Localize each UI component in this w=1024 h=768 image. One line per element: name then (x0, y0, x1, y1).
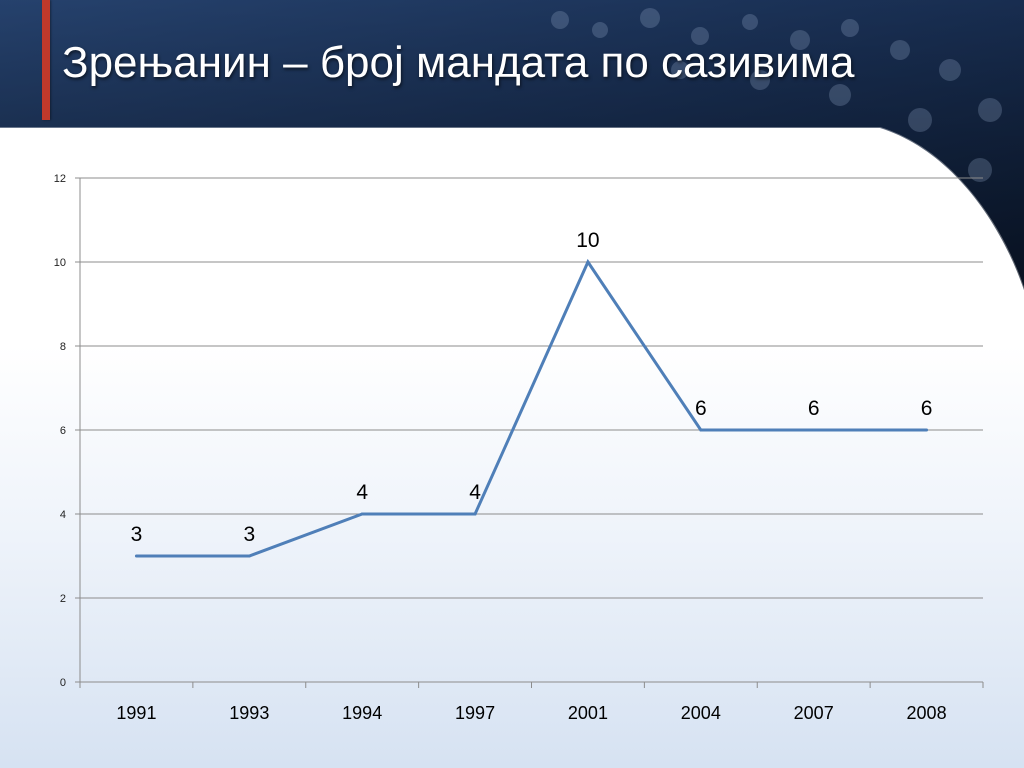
y-tick-label-2: 2 (60, 593, 66, 605)
title-accent-bar (42, 0, 50, 120)
y-axis-ticks: 0 2 4 6 8 10 12 (54, 173, 80, 689)
y-tick-label-6: 6 (60, 425, 66, 437)
y-tick-label-4: 4 (60, 509, 66, 521)
data-label-1994: 4 (356, 481, 368, 504)
y-tick-label-8: 8 (60, 341, 66, 353)
x-axis-ticks: 1991 1993 1994 1997 2001 2004 2007 2008 (79, 682, 984, 723)
y-tick-label-12: 12 (54, 173, 66, 185)
data-label-1993: 3 (243, 523, 255, 546)
header-edge-light (0, 127, 1024, 290)
data-label-1991: 3 (131, 523, 143, 546)
data-label-2001: 10 (576, 229, 599, 252)
x-tick-label-1994: 1994 (342, 703, 382, 723)
y-tick-label-10: 10 (54, 257, 66, 269)
data-labels: 3 3 4 4 10 6 6 6 (131, 229, 933, 546)
chart-series (134, 258, 929, 558)
data-label-1997: 4 (469, 481, 481, 504)
data-label-2004: 6 (695, 397, 707, 420)
x-tick-label-1993: 1993 (229, 703, 269, 723)
x-tick-label-2004: 2004 (681, 703, 721, 723)
header-shade (0, 0, 1024, 290)
data-point-1993 (247, 554, 251, 558)
y-tick-label-0: 0 (60, 677, 66, 689)
data-point-1997 (473, 512, 477, 516)
x-tick-label-2001: 2001 (568, 703, 608, 723)
page-title: Зрењанин – број мандата по сазивима (62, 38, 855, 87)
header-band (0, 0, 1024, 290)
audience-texture (551, 8, 1002, 182)
data-point-2008 (925, 428, 929, 432)
data-point-1991 (134, 554, 138, 558)
x-tick-label-1997: 1997 (455, 703, 495, 723)
x-tick-label-2008: 2008 (907, 703, 947, 723)
data-label-2007: 6 (808, 397, 820, 420)
data-point-1994 (360, 512, 364, 516)
data-label-2008: 6 (921, 397, 933, 420)
x-tick-label-1991: 1991 (116, 703, 156, 723)
data-point-2001 (586, 260, 590, 264)
data-point-2007 (812, 428, 816, 432)
x-tick-label-2007: 2007 (794, 703, 834, 723)
data-point-2004 (699, 428, 703, 432)
series-line-0 (136, 258, 927, 558)
